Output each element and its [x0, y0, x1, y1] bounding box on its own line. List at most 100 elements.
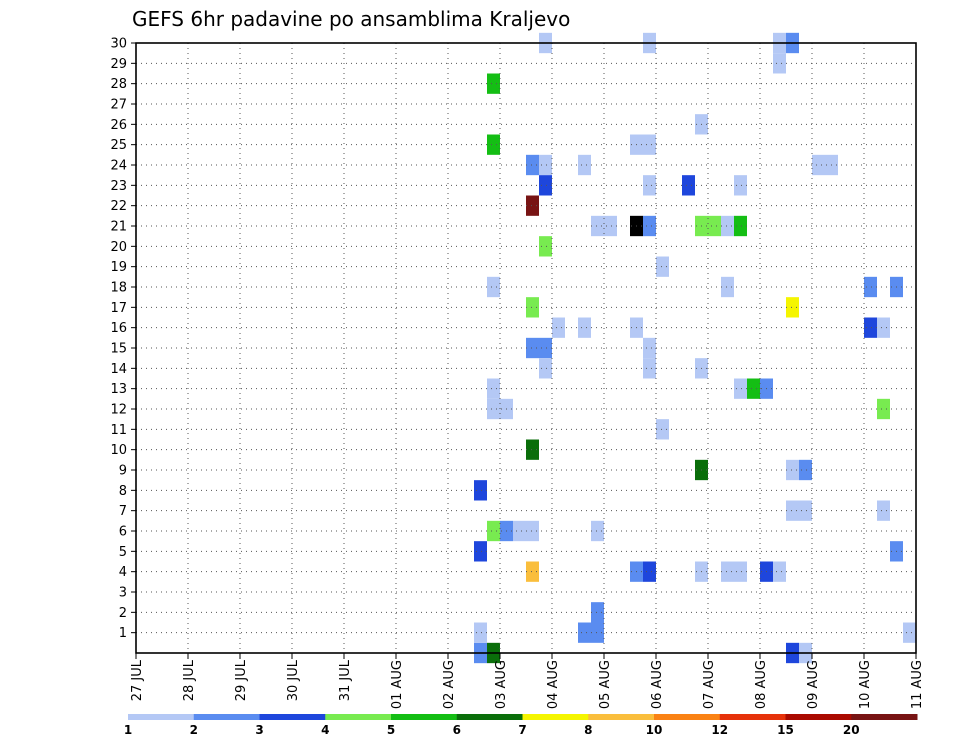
y-tick-label: 2 — [119, 606, 127, 621]
legend-swatch — [456, 714, 523, 720]
heatmap-cell — [552, 317, 565, 338]
heatmap-cell — [734, 561, 747, 582]
y-tick-label: 3 — [119, 586, 127, 601]
heatmap-cell — [539, 236, 552, 257]
y-tick-label: 12 — [110, 403, 127, 418]
legend-swatch — [391, 714, 458, 720]
heatmap-cell — [474, 480, 487, 501]
heatmap-cell — [773, 53, 786, 74]
y-tick-label: 21 — [110, 220, 127, 235]
heatmap-cell — [487, 73, 500, 94]
y-tick-label: 7 — [119, 504, 127, 519]
heatmap-cell — [604, 215, 617, 237]
heatmap-cell — [539, 175, 552, 196]
y-tick-label: 26 — [110, 118, 127, 133]
heatmap-cell — [526, 439, 539, 460]
heatmap-cell — [578, 154, 591, 176]
heatmap-cell — [643, 134, 656, 155]
legend-swatch — [719, 714, 786, 720]
y-tick-label: 25 — [110, 138, 127, 153]
legend-label: 2 — [190, 723, 198, 737]
heatmap-cell — [799, 500, 812, 521]
heatmap-cell — [812, 154, 825, 176]
legend-swatch — [654, 714, 721, 720]
heatmap-cell — [721, 561, 734, 582]
x-tick-label: 10 AUG — [858, 660, 873, 709]
heatmap-cell — [487, 398, 500, 420]
y-tick-label: 19 — [110, 260, 127, 275]
y-tick-label: 13 — [110, 382, 127, 397]
legend-swatch — [128, 714, 195, 720]
x-tick-label: 09 AUG — [806, 660, 821, 709]
x-tick-label: 27 JUL — [130, 659, 145, 701]
x-tick-label: 28 JUL — [182, 659, 197, 701]
y-tick-label: 10 — [110, 443, 127, 458]
heatmap-cell — [643, 358, 656, 379]
y-tick-label: 23 — [110, 179, 127, 194]
legend-label: 20 — [843, 723, 860, 737]
x-tick-label: 31 JUL — [338, 659, 353, 701]
legend-label: 10 — [646, 723, 663, 737]
y-tick-label: 11 — [110, 423, 127, 438]
color-legend: 1 2 3 4 5 6 7 8 10 12 15 20 — [124, 714, 918, 737]
x-axis: 27 JUL 28 JUL 29 JUL 30 JUL 31 JUL 01 AUG 02 A… — [130, 653, 925, 709]
x-tick-label: 05 AUG — [598, 660, 613, 709]
heatmap-cell — [487, 520, 500, 542]
heatmap-cell — [786, 500, 799, 521]
heatmap-cell — [591, 622, 604, 643]
heatmap-cell — [643, 337, 656, 359]
heatmap-cell — [877, 500, 890, 521]
x-tick-label: 03 AUG — [494, 660, 509, 709]
legend-label: 4 — [321, 723, 329, 737]
heatmap-cell — [734, 215, 747, 237]
heatmap-cell — [864, 317, 877, 338]
y-tick-label: 22 — [110, 199, 127, 214]
y-tick-label: 28 — [110, 77, 127, 92]
legend-label: 8 — [584, 723, 592, 737]
y-tick-label: 30 — [110, 37, 127, 52]
y-tick-label: 1 — [119, 626, 127, 641]
heatmap-cell — [526, 297, 539, 318]
heatmap-cell — [643, 175, 656, 196]
legend-label: 3 — [255, 723, 263, 737]
legend-label: 12 — [711, 723, 728, 737]
legend-swatch — [588, 714, 655, 720]
y-tick-label: 17 — [110, 301, 127, 316]
x-tick-label: 08 AUG — [754, 660, 769, 709]
heatmap-cell — [487, 134, 500, 155]
heatmap-cells — [474, 32, 916, 664]
x-tick-label: 30 JUL — [286, 659, 301, 701]
y-tick-label: 4 — [119, 565, 127, 580]
y-axis: 1234567891011121314151617181920212223242… — [110, 37, 136, 641]
heatmap-cell — [526, 561, 539, 582]
legend-swatch — [785, 714, 852, 720]
chart-title: GEFS 6hr padavine po ansamblima Kraljevo — [132, 7, 570, 31]
heatmap-cell — [656, 419, 669, 440]
heatmap-cell — [526, 195, 539, 216]
y-tick-label: 9 — [119, 464, 127, 479]
heatmap-cell — [578, 317, 591, 338]
heatmap-cell — [513, 520, 526, 542]
legend-swatch — [325, 714, 392, 720]
y-tick-label: 14 — [110, 362, 127, 377]
legend-label: 5 — [387, 723, 395, 737]
heatmap-cell — [877, 398, 890, 420]
heatmap-cell — [487, 276, 500, 298]
y-tick-label: 20 — [110, 240, 127, 255]
heatmap-cell — [474, 541, 487, 562]
heatmap-cell — [773, 561, 786, 582]
heatmap-cell — [786, 297, 799, 318]
heatmap-cell — [721, 215, 734, 237]
heatmap-cell — [539, 337, 552, 359]
x-tick-label: 11 AUG — [910, 660, 925, 709]
y-tick-label: 24 — [110, 159, 127, 174]
heatmap-cell — [474, 622, 487, 643]
heatmap-cell — [591, 215, 604, 237]
heatmap-cell — [786, 459, 799, 481]
heatmap-cell — [643, 215, 656, 237]
legend-swatch — [193, 714, 260, 720]
heatmap-cell — [526, 337, 539, 359]
heatmap-cell — [682, 175, 695, 196]
legend-swatch — [259, 714, 326, 720]
